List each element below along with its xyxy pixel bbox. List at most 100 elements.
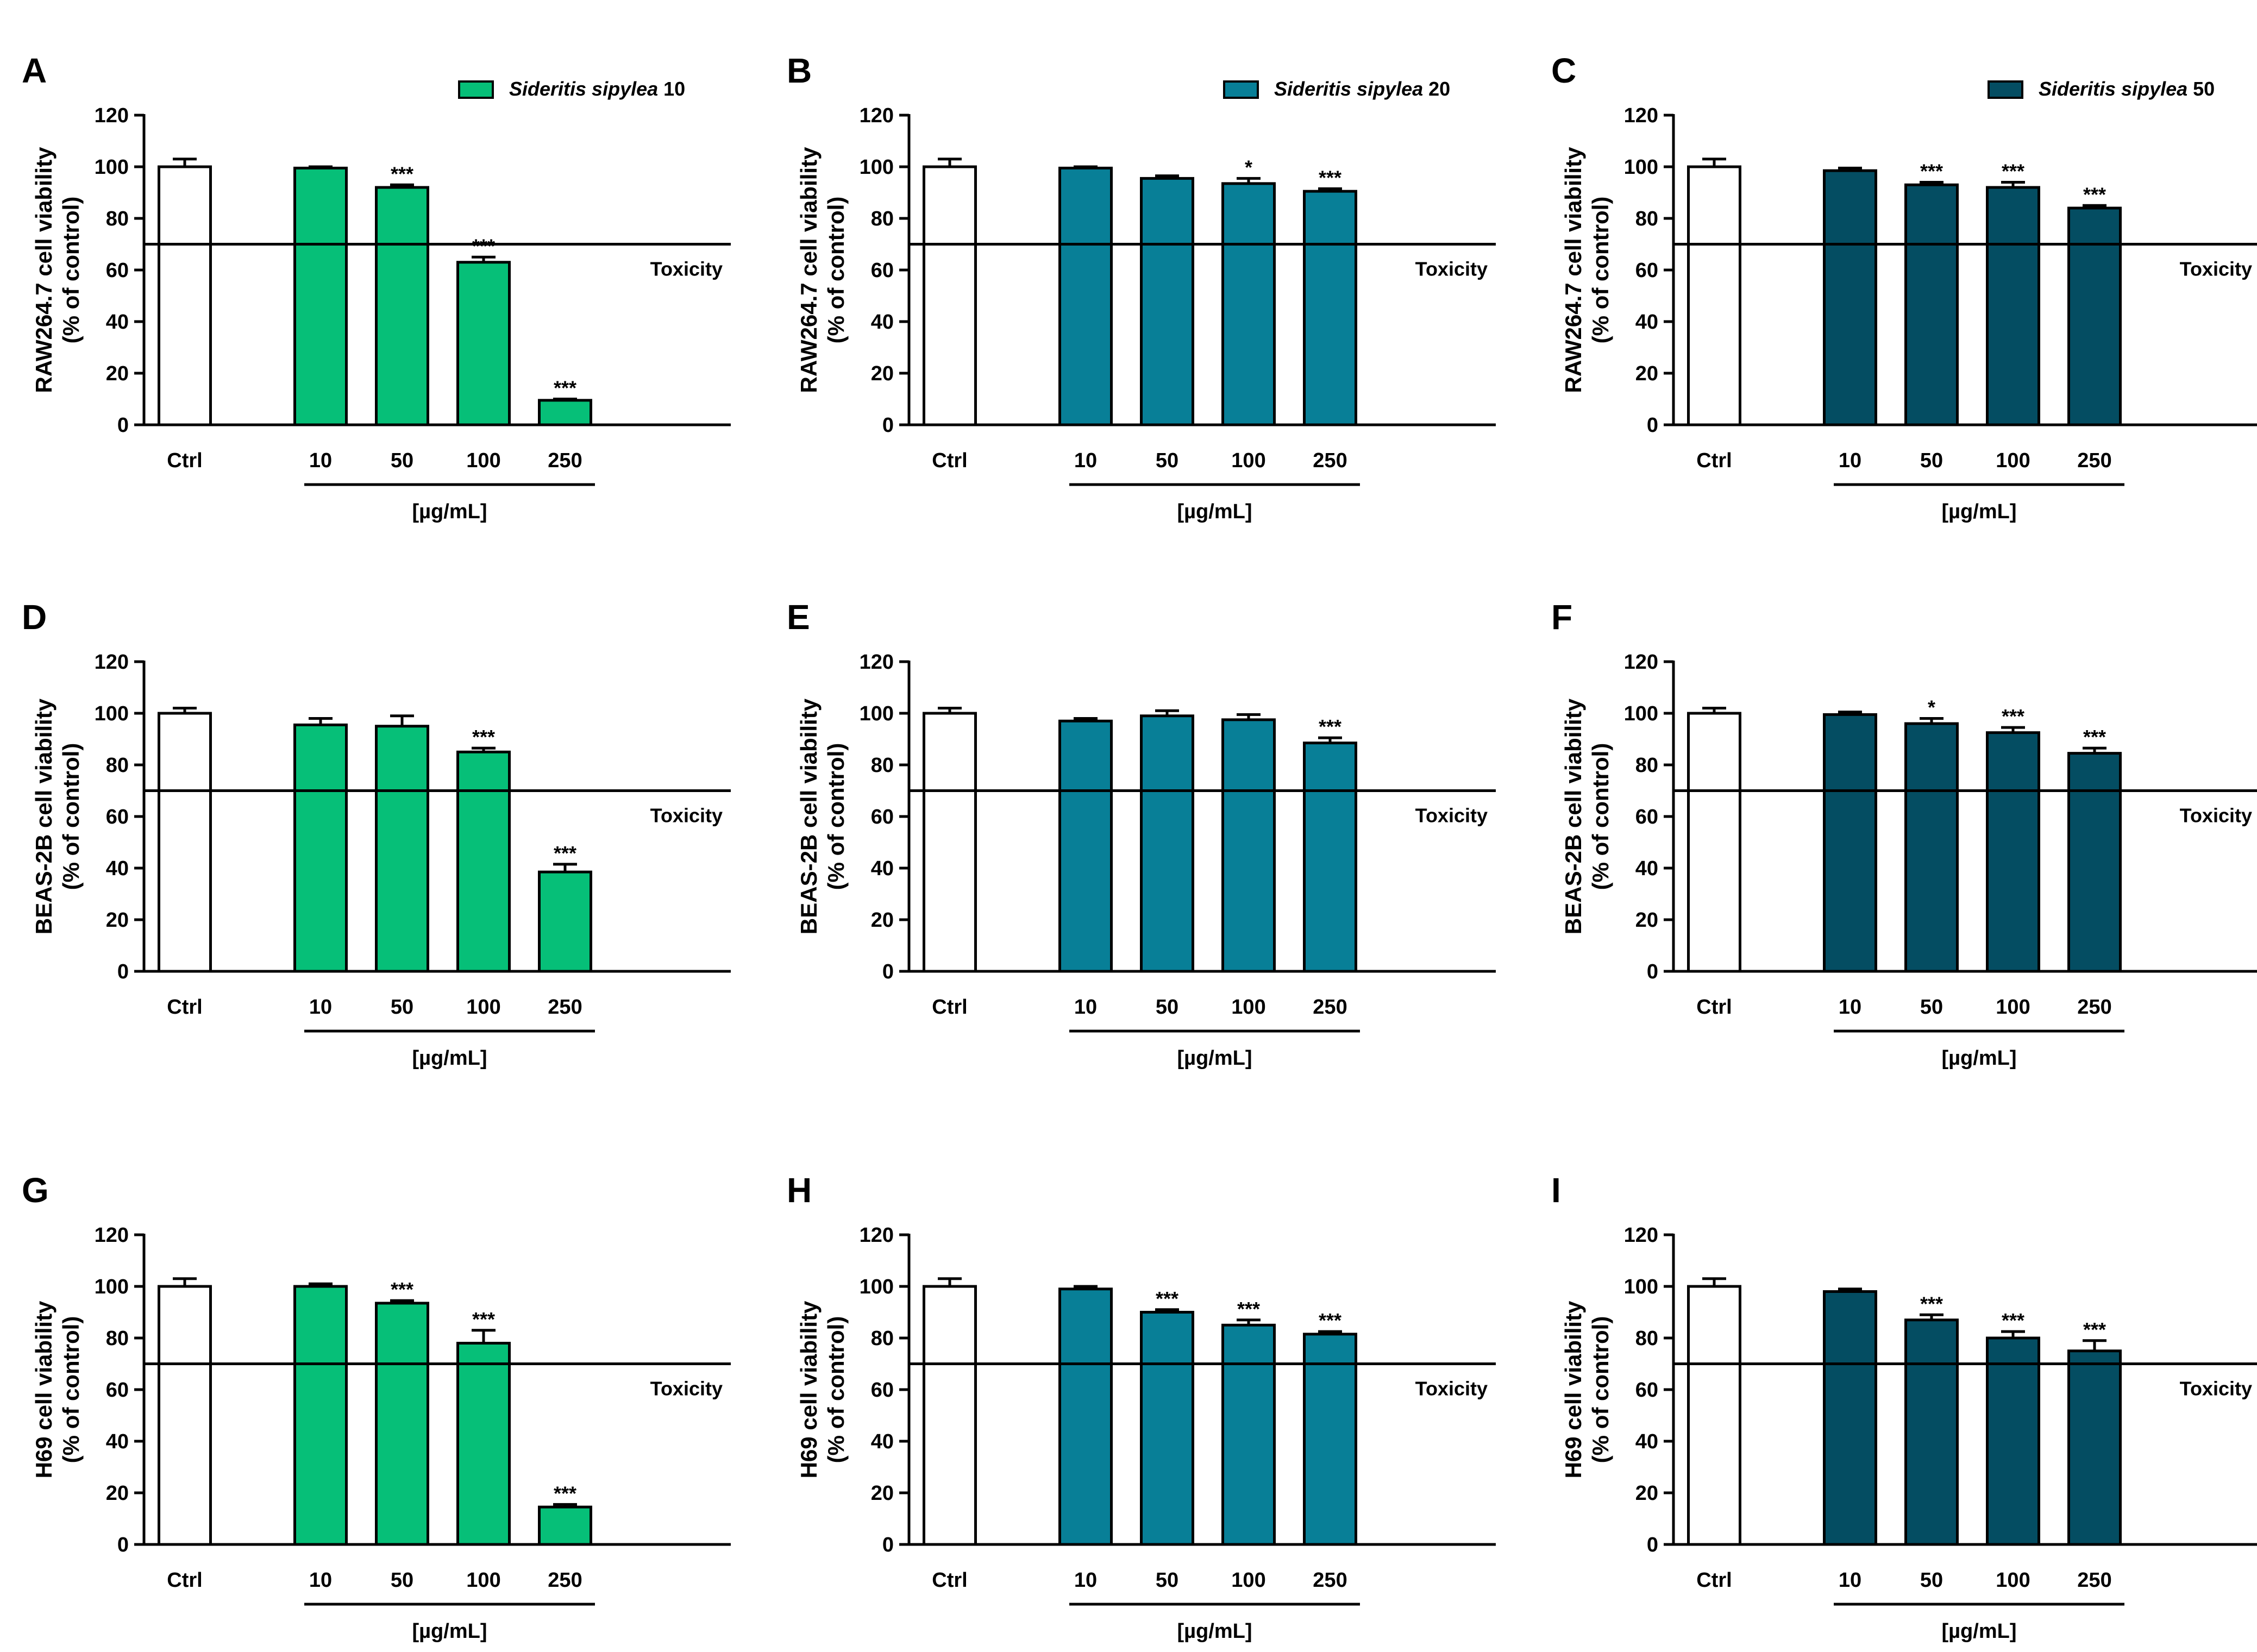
bar-50 [1904, 183, 1959, 426]
x-tick-label-50: 50 [1920, 449, 1943, 472]
bar-250 [538, 1505, 592, 1546]
panel-letter: D [22, 598, 47, 637]
panel-B: B RAW264.7 cell viability (% of control) 0 2… [787, 51, 1496, 523]
y-axis-title-line2: (% of control) [1588, 743, 1613, 890]
bar-Ctrl [158, 712, 212, 973]
group-label: [µg/mL] [412, 1620, 487, 1643]
y-axis-title-line2: (% of control) [1588, 1316, 1613, 1463]
x-tick-label-250: 250 [2077, 1569, 2111, 1592]
y-axis-title-line1: RAW264.7 cell viability [1560, 147, 1586, 393]
panel-letter: F [1551, 598, 1572, 637]
y-axis-title-line1: BEAS-2B cell viability [31, 698, 57, 934]
toxicity-label: Toxicity [650, 258, 723, 280]
y-axis-title-line2: (% of control) [58, 1316, 84, 1463]
bar-50 [1140, 714, 1194, 973]
x-tick-label-100: 100 [1231, 449, 1265, 472]
bar-100 [1221, 1323, 1276, 1546]
x-tick-label-Ctrl: Ctrl [167, 1569, 202, 1592]
legend-label-species: Sideritis sipylea [1274, 78, 1423, 100]
toxicity-label: Toxicity [650, 1378, 723, 1400]
bar-250 [1303, 742, 1357, 973]
group-label: [µg/mL] [1942, 500, 2017, 523]
x-tick-label-50: 50 [391, 1569, 413, 1592]
y-tick-label: 0 [117, 1534, 129, 1556]
y-tick-label: 120 [860, 1224, 894, 1247]
x-tick-label-10: 10 [309, 996, 332, 1019]
panel-H: H H69 cell viability (% of control) 0 20 40 60… [787, 1171, 1496, 1643]
panel-letter: H [787, 1171, 812, 1210]
panel-letter: G [22, 1171, 49, 1210]
y-axis-title-line2: (% of control) [58, 743, 84, 890]
significance-50: *** [1920, 1292, 1943, 1315]
bar-Ctrl [1687, 712, 1741, 973]
bar-100 [1986, 1336, 2040, 1546]
y-tick-label: 40 [871, 1430, 894, 1453]
y-tick-label: 0 [117, 960, 129, 983]
y-axis-title-line1: H69 cell viability [31, 1301, 57, 1478]
y-tick-label: 80 [871, 208, 894, 230]
y-tick-label: 40 [106, 311, 129, 334]
x-tick-label-100: 100 [466, 1569, 500, 1592]
x-tick-label-250: 250 [1313, 996, 1347, 1019]
x-tick-label-100: 100 [1996, 449, 2030, 472]
x-tick-label-10: 10 [1839, 449, 1861, 472]
group-label: [µg/mL] [1942, 1047, 2017, 1070]
y-axis-title-line1: H69 cell viability [1560, 1301, 1586, 1478]
bar-100 [1986, 186, 2040, 426]
y-axis-title-line2: (% of control) [823, 1316, 849, 1463]
significance-100: * [1245, 156, 1252, 178]
bar-250 [538, 399, 592, 426]
y-tick-label: 40 [1635, 857, 1658, 880]
y-tick-label: 0 [882, 414, 894, 437]
x-tick-label-Ctrl: Ctrl [1696, 449, 1732, 472]
toxicity-label: Toxicity [650, 805, 723, 827]
y-tick-label: 80 [106, 754, 129, 777]
y-tick-label: 20 [106, 1482, 129, 1505]
y-tick-label: 0 [1647, 960, 1658, 983]
bar-50 [375, 186, 429, 426]
y-tick-label: 100 [860, 1276, 894, 1298]
y-tick-label: 0 [882, 960, 894, 983]
significance-250: *** [2083, 726, 2106, 748]
y-tick-label: 0 [882, 1534, 894, 1556]
y-tick-label: 0 [1647, 1534, 1658, 1556]
y-tick-label: 0 [1647, 414, 1658, 437]
group-label: [µg/mL] [1177, 1047, 1252, 1070]
significance-250: *** [1319, 715, 1341, 738]
panel-C: C RAW264.7 cell viability (% of control) 0 2… [1551, 51, 2257, 523]
y-tick-label: 20 [871, 362, 894, 385]
panel-D: D BEAS-2B cell viability (% of control) 0 20… [22, 598, 731, 1070]
x-tick-label-Ctrl: Ctrl [932, 449, 967, 472]
bar-100 [1221, 718, 1276, 973]
x-tick-label-Ctrl: Ctrl [1696, 1569, 1732, 1592]
y-tick-label: 60 [106, 259, 129, 282]
x-tick-label-Ctrl: Ctrl [167, 449, 202, 472]
bar-100 [1986, 731, 2040, 973]
y-tick-label: 60 [1635, 259, 1658, 282]
x-tick-label-100: 100 [1996, 1569, 2030, 1592]
x-tick-label-10: 10 [1074, 449, 1097, 472]
y-tick-label: 60 [871, 806, 894, 828]
y-axis-title-line1: RAW264.7 cell viability [796, 147, 822, 393]
bar-100 [456, 261, 511, 426]
y-tick-label: 20 [1635, 1482, 1658, 1505]
significance-50: * [1928, 696, 1935, 719]
y-tick-label: 20 [1635, 362, 1658, 385]
x-tick-label-100: 100 [1996, 996, 2030, 1019]
bar-250 [2067, 1349, 2122, 1546]
x-tick-label-250: 250 [548, 996, 582, 1019]
bar-250 [1303, 1333, 1357, 1546]
x-tick-label-50: 50 [1920, 996, 1943, 1019]
y-tick-label: 80 [106, 208, 129, 230]
significance-100: *** [472, 1308, 495, 1330]
x-tick-label-10: 10 [1839, 1569, 1861, 1592]
x-tick-label-250: 250 [2077, 449, 2111, 472]
group-label: [µg/mL] [412, 500, 487, 523]
bar-250 [2067, 206, 2122, 426]
group-label: [µg/mL] [1177, 1620, 1252, 1643]
y-tick-label: 120 [1624, 104, 1658, 127]
legend-label-species: Sideritis sipylea [509, 78, 658, 100]
bar-50 [375, 1302, 429, 1546]
x-tick-label-Ctrl: Ctrl [1696, 996, 1732, 1019]
